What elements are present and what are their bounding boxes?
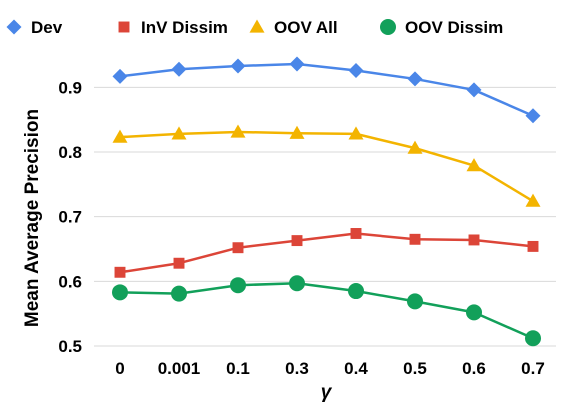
data-point <box>407 293 423 310</box>
x-axis-ticks: 0 0.001 0.1 0.3 0.4 0.5 0.6 0.7 <box>115 359 545 378</box>
series-line <box>119 232 534 274</box>
data-point <box>230 277 246 294</box>
data-point <box>289 125 305 139</box>
legend-swatch <box>380 19 396 35</box>
x-tick-label: 0.6 <box>462 359 486 378</box>
x-tick-label: 0.3 <box>285 359 309 378</box>
legend: Dev InV Dissim OOV All OOV Dissim <box>6 18 503 37</box>
data-point <box>466 82 482 98</box>
series-line <box>119 130 534 203</box>
legend-swatch <box>6 19 22 35</box>
data-point <box>525 330 541 347</box>
data-point <box>112 129 128 143</box>
data-point <box>348 283 364 300</box>
x-tick-label: 0.5 <box>403 359 427 378</box>
data-point <box>350 228 362 239</box>
data-point <box>468 234 480 246</box>
data-point <box>291 235 303 247</box>
legend-swatch <box>118 21 130 33</box>
data-point <box>112 284 128 301</box>
legend-swatch <box>249 19 265 33</box>
data-point <box>171 61 187 77</box>
data-point <box>289 275 305 292</box>
data-point <box>409 233 421 245</box>
y-axis-title: Mean Average Precision <box>22 109 43 327</box>
data-point <box>112 68 128 84</box>
y-tick-label: 0.9 <box>58 78 82 97</box>
data-point <box>230 124 246 138</box>
y-axis-ticks: 0.5 0.6 0.7 0.8 0.9 <box>58 78 82 356</box>
data-point <box>407 71 423 87</box>
data-point <box>466 304 482 321</box>
data-point <box>525 193 541 207</box>
legend-label: InV Dissim <box>141 18 228 37</box>
series-line <box>119 62 534 117</box>
x-tick-label: 0.7 <box>521 359 545 378</box>
data-point <box>527 240 539 252</box>
series-line <box>119 282 534 340</box>
data-point <box>348 126 364 140</box>
data-point <box>171 285 187 302</box>
data-point <box>114 266 126 278</box>
x-tick-label: 0.4 <box>344 359 368 378</box>
y-tick-label: 0.5 <box>58 337 82 356</box>
series-lines <box>119 62 534 340</box>
data-point <box>289 56 305 72</box>
y-tick-label: 0.7 <box>58 208 82 227</box>
gridlines <box>94 86 556 347</box>
data-point <box>466 158 482 172</box>
y-tick-label: 0.6 <box>58 272 82 291</box>
x-tick-label: 0.1 <box>226 359 250 378</box>
data-point <box>171 126 187 140</box>
x-axis-title: γ <box>321 382 333 403</box>
legend-label: OOV Dissim <box>405 18 503 37</box>
data-point <box>230 58 246 74</box>
x-tick-label: 0 <box>115 359 124 378</box>
data-point <box>348 63 364 79</box>
legend-label: OOV All <box>274 18 338 37</box>
data-point <box>525 108 541 124</box>
data-point <box>173 257 185 269</box>
data-point <box>407 140 423 154</box>
legend-label: Dev <box>31 18 63 37</box>
data-point <box>232 242 244 254</box>
y-tick-label: 0.8 <box>58 143 82 162</box>
series-markers <box>112 56 541 347</box>
x-tick-label: 0.001 <box>158 359 201 378</box>
